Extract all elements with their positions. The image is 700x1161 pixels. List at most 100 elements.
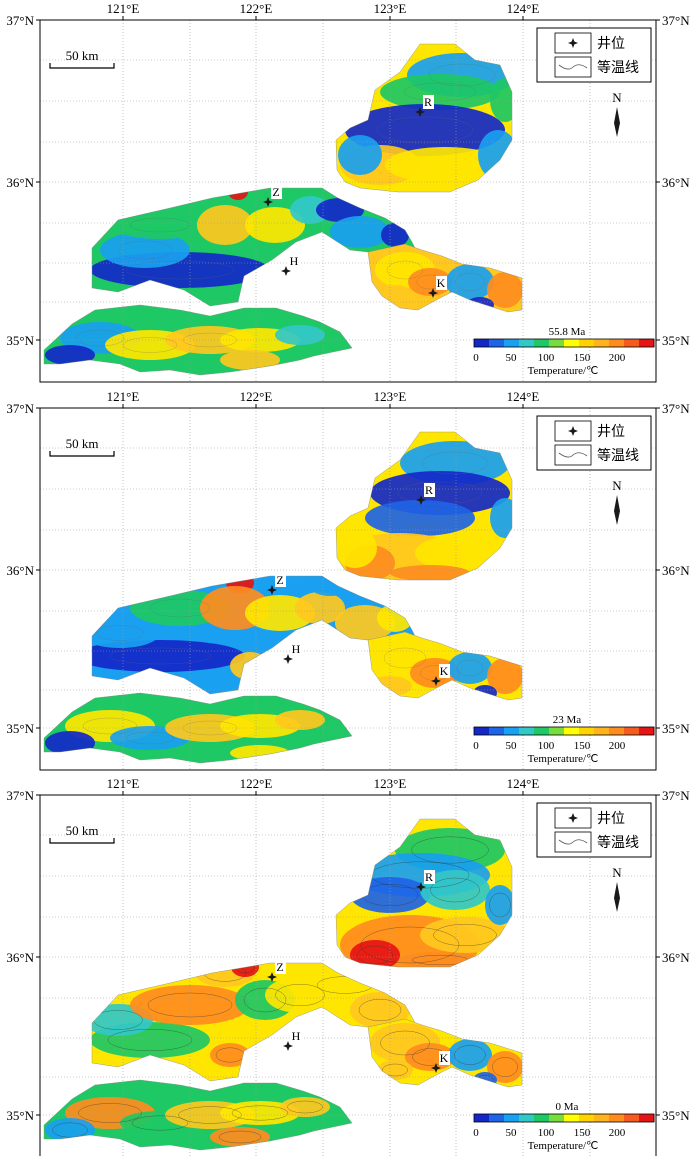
colorbar-swatch [609, 339, 625, 347]
temperature-patch [420, 917, 510, 953]
well-label: R [425, 483, 433, 497]
well-icon [431, 676, 441, 686]
well-icon [283, 654, 293, 664]
temperature-patch [220, 350, 280, 370]
isotherm-line [275, 983, 325, 1007]
colorbar-swatch [609, 727, 625, 735]
lon-label: 122°E [240, 1, 273, 16]
temperature-patch [365, 500, 475, 536]
north-label: N [612, 865, 622, 880]
isotherm-line [125, 731, 175, 745]
lat-label-left: 37°N [6, 401, 34, 416]
colorbar-swatch [489, 1114, 505, 1122]
temperature-patch [197, 205, 253, 245]
north-label: N [612, 90, 622, 105]
isotherm-line [376, 116, 474, 144]
temperature-patch [336, 528, 377, 568]
legend-well-label: 井位 [597, 424, 625, 440]
scale-bar-label: 50 km [66, 48, 99, 63]
temperature-patch [92, 640, 245, 672]
well-z: Z [263, 185, 282, 207]
isotherm-line [218, 1130, 262, 1144]
colorbar-swatch [579, 727, 595, 735]
isotherm-line [383, 647, 427, 669]
colorbar-swatch [474, 727, 490, 735]
lon-label: 124°E [507, 389, 540, 404]
isotherm-line [380, 1030, 430, 1056]
well-icon [283, 1041, 293, 1051]
temperature-patch [338, 135, 382, 175]
map-panel-2: 121°E 122°E 123°E 124°E 37°N 37°N 36°N 36°N 35°N… [6, 389, 690, 771]
well-icon [267, 972, 277, 982]
temperature-patch [415, 535, 505, 571]
age-label: 23 Ma [553, 714, 582, 726]
colorbar: 55.8 Ma 0 50 100 150 200 Temperature/℃ [473, 326, 655, 377]
well-label: Z [276, 960, 283, 974]
isotherm-line [360, 926, 460, 964]
colorbar-swatch [489, 727, 505, 735]
temperature-patch [45, 345, 95, 365]
isotherm-line [182, 720, 238, 736]
well-icon [431, 1063, 441, 1073]
well-label: Z [276, 573, 283, 587]
colorbar-swatch [504, 339, 520, 347]
lon-label: 122°E [240, 776, 273, 791]
region-west [91, 575, 421, 695]
colorbar-tick: 100 [538, 740, 555, 752]
well-h: H [283, 1029, 302, 1051]
lat-label-right: 37°N [662, 13, 690, 28]
temperature-patch [345, 104, 505, 156]
colorbar-swatch [549, 1114, 565, 1122]
lon-label: 121°E [107, 1, 140, 16]
temperature-patch [245, 207, 305, 243]
well-k: K [431, 664, 450, 686]
colorbar-swatch [639, 339, 655, 347]
lat-label-right: 36°N [662, 950, 690, 965]
colorbar-tick: 0 [473, 740, 479, 752]
scale-bar-line [49, 838, 115, 844]
temperature-patch [490, 78, 512, 122]
colorbar-tick: 50 [506, 352, 518, 364]
isotherm-line [382, 1063, 408, 1077]
well-icon [263, 197, 273, 207]
colorbar-swatch [594, 1114, 610, 1122]
well-z: Z [267, 960, 286, 982]
colorbar-swatch [474, 339, 490, 347]
isotherm-legend-icon [558, 839, 588, 845]
lat-label-left: 37°N [6, 788, 34, 803]
legend-isotherm-label: 等温线 [597, 59, 639, 76]
scale-bar: 50 km [49, 48, 115, 69]
legend-well-label: 井位 [597, 36, 625, 52]
isotherm-line [433, 923, 497, 947]
temperature-patch [275, 710, 325, 730]
colorbar-swatch [474, 1114, 490, 1122]
legend-isotherm-label: 等温线 [597, 834, 639, 851]
region-north [335, 431, 513, 581]
temperature-patch [385, 147, 505, 183]
well-label: H [292, 642, 301, 656]
isotherm-line [82, 717, 138, 735]
temperature-patch [448, 1039, 492, 1071]
temperature-patch [390, 565, 470, 580]
lon-label: 121°E [107, 776, 140, 791]
age-label: 55.8 Ma [549, 326, 586, 338]
colorbar-tick: 0 [473, 1127, 479, 1139]
temperature-patch [487, 1051, 522, 1083]
isotherm-line [108, 647, 212, 665]
north-arrow-icon [614, 882, 620, 912]
isotherm-line [52, 1122, 88, 1138]
colorbar-swatch [639, 1114, 655, 1122]
isotherm-line [75, 329, 125, 347]
isotherm-line [182, 332, 238, 348]
isotherm-line [386, 508, 454, 528]
map-panel-1: 121°E 122°E 123°E 124°E 37°N 37°N 36°N 36°N 35°N… [6, 1, 690, 383]
isotherm-line [456, 659, 484, 677]
well-label: K [440, 664, 449, 678]
well-icon [415, 107, 425, 117]
temperature-patch [290, 196, 330, 224]
colorbar-tick: 100 [538, 1127, 555, 1139]
temperature-patch [210, 1127, 270, 1147]
